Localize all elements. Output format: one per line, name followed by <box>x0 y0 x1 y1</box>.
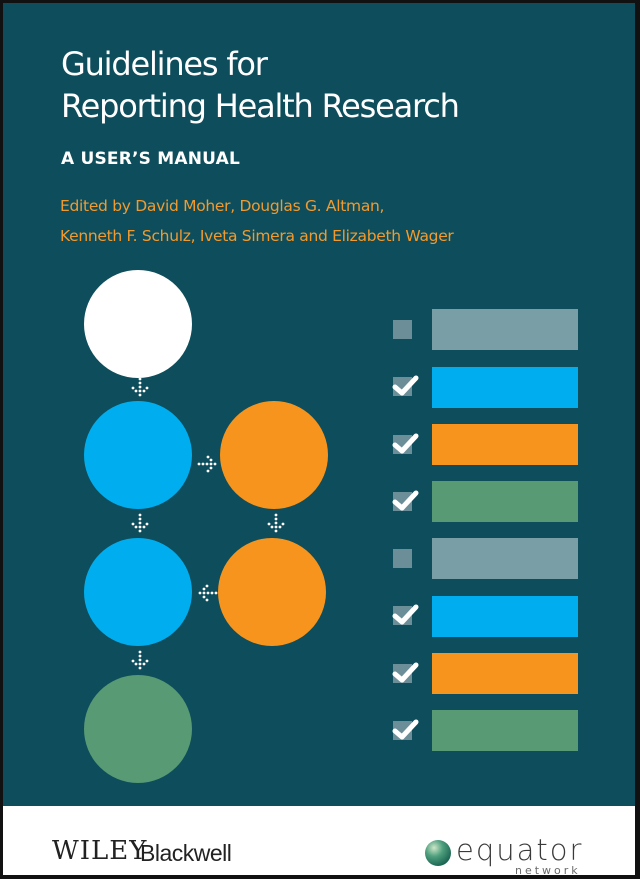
blue-circle-2 <box>84 538 192 646</box>
blue-circle-1 <box>84 401 192 509</box>
checkmark-icon <box>392 662 419 683</box>
checkmark-icon <box>392 433 419 454</box>
checklist-bar-orange <box>432 653 578 694</box>
checklist-bar-green <box>432 710 578 751</box>
green-circle <box>84 675 192 783</box>
arrow-down-icon <box>267 513 285 533</box>
orange-circle-2 <box>218 538 326 646</box>
checklist-bar-gray <box>432 538 578 579</box>
editors-line-1: Edited by David Moher, Douglas G. Altman… <box>60 197 385 215</box>
arrow-down-icon <box>131 650 149 670</box>
checkbox-checked <box>392 375 419 396</box>
blackwell-logo: Blackwell <box>140 840 232 866</box>
checkmark-icon <box>392 490 419 511</box>
white-circle <box>84 270 192 378</box>
checkbox-checked <box>392 662 419 683</box>
checklist-bar-orange <box>432 424 578 465</box>
checkbox-unchecked <box>393 549 412 568</box>
title-line-1: Guidelines for <box>61 45 268 83</box>
checklist-bar-green <box>432 481 578 522</box>
title-line-2: Reporting Health Research <box>61 87 460 125</box>
arrow-down-icon <box>131 513 149 533</box>
checklist-bar-blue <box>432 367 578 408</box>
checkmark-icon <box>392 375 419 396</box>
checkmark-icon <box>392 719 419 740</box>
checkbox-unchecked <box>393 320 412 339</box>
checkbox-checked <box>392 604 419 625</box>
checkbox-checked <box>392 719 419 740</box>
arrow-right-icon <box>197 455 217 473</box>
equator-globe-icon <box>425 840 451 866</box>
checkbox-checked <box>392 433 419 454</box>
editors-line-2: Kenneth F. Schulz, Iveta Simera and Eliz… <box>60 227 454 245</box>
editors: Edited by David Moher, Douglas G. Altman… <box>60 191 454 251</box>
wiley-logo: WILEY <box>52 836 148 866</box>
book-title: Guidelines for Reporting Health Research <box>61 43 460 127</box>
equator-network-label: network <box>515 864 581 877</box>
checklist-bar-blue <box>432 596 578 637</box>
checklist-bar-gray <box>432 309 578 350</box>
arrow-down-icon <box>131 377 149 397</box>
checkbox-checked <box>392 490 419 511</box>
book-subtitle: A USER’S MANUAL <box>61 149 241 169</box>
orange-circle-1 <box>220 401 328 509</box>
footer-band <box>3 806 635 875</box>
book-cover: Guidelines for Reporting Health Research… <box>3 3 635 875</box>
checkmark-icon <box>392 604 419 625</box>
arrow-left-icon <box>198 584 218 602</box>
equator-logo: equator <box>456 833 584 867</box>
